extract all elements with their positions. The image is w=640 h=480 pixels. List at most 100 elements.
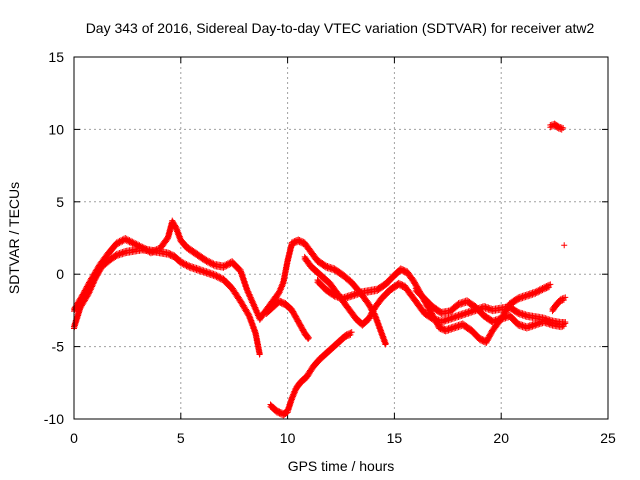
data-point-track-b [276, 289, 283, 296]
data-point-track-h [560, 297, 567, 304]
data-point-track-b [113, 241, 120, 248]
y-tick-label: -10 [44, 411, 64, 427]
data-point-track-f [547, 281, 554, 288]
data-point-track-b [115, 240, 122, 247]
chart-title: Day 343 of 2016, Sidereal Day-to-day VTE… [86, 20, 595, 36]
data-point-track-b [221, 263, 228, 270]
x-tick-label: 15 [387, 430, 403, 446]
data-point-track-e [368, 311, 375, 318]
data-point-track-e [369, 310, 376, 317]
data-point-track-e [365, 316, 372, 323]
x-tick-label: 0 [70, 430, 78, 446]
data-point-track-f [539, 287, 546, 294]
data-point-track-d [347, 331, 354, 338]
data-point-track-g [562, 320, 569, 327]
data-point-track-f [514, 297, 521, 304]
data-point-track-b [145, 248, 152, 255]
data-point-track-h [562, 294, 569, 301]
data-point-track-b [224, 262, 231, 269]
gridlines [74, 57, 608, 419]
data-point-track-f [488, 330, 495, 337]
data-point-track-b [116, 240, 123, 247]
data-point-track-a [112, 253, 119, 260]
data-point-track-b [382, 341, 389, 348]
data-point-track-c [305, 334, 312, 341]
data-point-track-a [88, 284, 95, 291]
data-point-track-f [485, 336, 492, 343]
data-point-track-d [292, 387, 299, 394]
data-point-track-b [278, 284, 285, 291]
data-point-track-f [540, 286, 547, 293]
data-point-outlier [561, 242, 568, 249]
data-point-track-d [348, 329, 355, 336]
data-point-track-b [288, 241, 295, 248]
data-point-track-e [370, 309, 377, 316]
x-tick-label: 20 [493, 430, 509, 446]
data-point-track-f [542, 285, 549, 292]
data-point-track-a [87, 286, 94, 293]
data-point-track-b [209, 261, 216, 268]
data-point-track-b [290, 240, 297, 247]
y-axis-label: SDTVAR / TECUs [6, 182, 22, 294]
data-point-track-b [279, 282, 286, 289]
data-point-track-e [370, 307, 377, 314]
data-point-track-b [164, 237, 171, 244]
data-point-track-b [223, 263, 230, 270]
data-point-track-f [483, 340, 490, 347]
data-point-track-b [81, 289, 88, 296]
data-point-track-b [119, 238, 126, 245]
data-point-track-f [535, 289, 542, 296]
data-point-track-f [536, 288, 543, 295]
data-point-track-d [290, 393, 297, 400]
y-tick-label: 5 [56, 194, 64, 210]
data-point-track-c [305, 335, 312, 342]
data-point-track-b [85, 283, 92, 290]
data-point-track-b [210, 262, 217, 269]
data-point-track-g [560, 323, 567, 330]
data-point-track-d [288, 396, 295, 403]
data-point-track-e [367, 312, 374, 319]
data-point-track-d [290, 392, 297, 399]
x-tick-label: 25 [600, 430, 616, 446]
data-point-track-f [538, 287, 545, 294]
data-point-track-b [279, 283, 286, 290]
data-point-track-f [486, 333, 493, 340]
data-point-track-f [532, 290, 539, 297]
data-point-track-b [84, 284, 91, 291]
y-tick-label: 10 [48, 121, 64, 137]
data-point-track-b [381, 340, 388, 347]
data-point-track-f [486, 334, 493, 341]
data-point-track-a [256, 350, 263, 357]
data-point-track-b [292, 239, 299, 246]
x-tick-labels: 0 5 10 15 20 25 [70, 430, 616, 446]
x-axis-label: GPS time / hours [288, 458, 395, 474]
data-point-track-b [83, 285, 90, 292]
data-point-track-e [367, 314, 374, 321]
data-point-track-f [546, 284, 553, 291]
y-tick-label: 15 [48, 49, 64, 65]
data-point-track-b [277, 287, 284, 294]
data-point-track-b [382, 340, 389, 347]
data-point-track-e [366, 315, 373, 322]
data-point-track-b [220, 264, 227, 271]
data-point-track-d [343, 333, 350, 340]
data-point-track-b [85, 281, 92, 288]
y-tick-label: -5 [52, 339, 65, 355]
data-point-track-b [82, 288, 89, 295]
data-point-track-d [291, 390, 298, 397]
data-markers [71, 120, 569, 419]
data-point-track-d [346, 332, 353, 339]
x-tick-label: 10 [280, 430, 296, 446]
data-point-track-a [184, 263, 191, 270]
data-point-track-b [277, 286, 284, 293]
data-point-track-f [487, 332, 494, 339]
data-point-track-d [289, 395, 296, 402]
data-point-track-b [276, 290, 283, 297]
data-point-track-b [78, 294, 85, 301]
data-point-track-b [87, 279, 94, 286]
data-point-track-d [342, 334, 349, 341]
data-point-track-b [80, 291, 87, 298]
data-point-track-b [291, 240, 298, 247]
data-point-track-f [544, 284, 551, 291]
